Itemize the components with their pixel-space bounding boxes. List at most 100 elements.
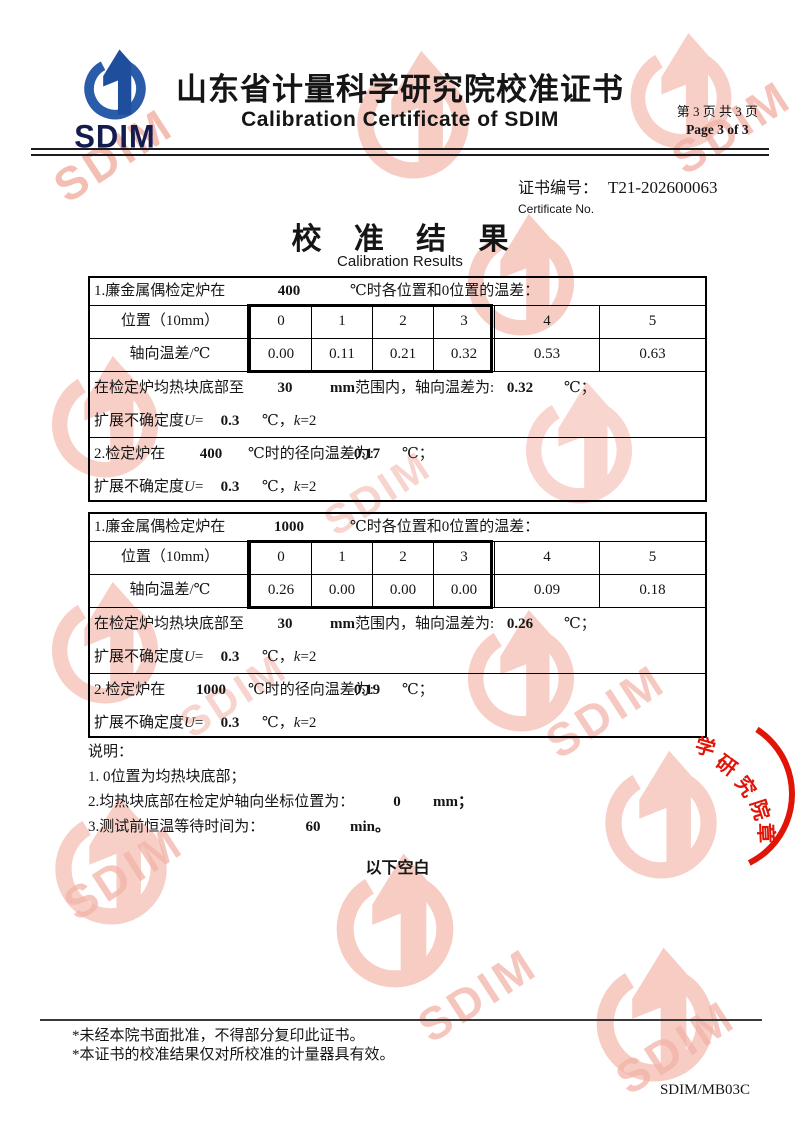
page-number-en: Page 3 of 3 [686,122,749,137]
page-number: 第 3 页 共 3 页 Page 3 of 3 [677,103,758,139]
footer-divider [40,1019,762,1021]
position-cell: 3 [433,542,494,574]
axial-value-cell: 0.00 [372,575,433,607]
uncertainty-eq: = [194,479,204,495]
range-mm-unit: mm [330,380,355,396]
note-item-2: 2.均热块底部在检定炉轴向坐标位置为： 0 mm； [88,790,707,815]
uncertainty-unit: ℃， [262,649,294,665]
coverage-factor-symbol: k [293,413,301,429]
axial-values-row: 轴向温差/℃ 0.26 0.00 0.00 0.00 0.09 0.18 [90,574,705,607]
block-intro-line: 1.廉金属偶检定炉在 400 ℃时各位置和0位置的温差： [90,278,705,305]
axial-value-cell: 0.11 [311,339,372,371]
note-item-1: 1. 0位置为均热块底部； [88,769,246,785]
seal-character: 究 [730,772,760,802]
intro-text-post: ℃时各位置和0位置的温差： [350,519,540,535]
position-cell: 1 [311,306,372,338]
radial-text-mid: ℃时的径向温差为: [248,446,374,462]
uncertainty-unit: ℃， [262,479,294,495]
axial-value-cell: 0.00 [433,575,494,607]
position-cell: 1 [311,542,372,574]
uncertainty-suffix: ℃，k=2 [262,405,316,438]
range-result: 0.26 [506,616,534,632]
radial-text-mid: ℃时的径向温差为: [248,682,374,698]
coverage-factor-value: =2 [300,649,317,665]
uncertainty-unit: ℃， [262,413,294,429]
intro-text: 1.廉金属偶检定炉在 [94,519,226,535]
position-cell: 2 [372,542,433,574]
seal-character: 研 [711,751,741,781]
position-cell: 5 [599,306,705,338]
seal-character: 院 [745,797,773,823]
coverage-factor-symbol: k [293,715,301,731]
range-unit: ℃； [564,616,596,632]
uncertainty-value: 0.3 [220,715,240,731]
radial-unit: ℃； [402,682,434,698]
logo-wordmark: SDIM [74,118,156,155]
uncertainty-text: 扩展不确定度 [94,649,185,665]
uncertainty-symbol: U [184,413,195,429]
axial-summary-area: 在检定炉均热块底部至 30 mm范围内，轴向温差为: 0.32 ℃； 扩展不确定… [90,371,705,437]
radial-line: 2.检定炉在 400 ℃时的径向温差为: 0.17 ℃； [90,438,705,471]
footer-notes: *未经本院书面批准，不得部分复印此证书。 *本证书的校准结果仅对所校准的计量器具… [72,1027,395,1065]
axial-range-line: 在检定炉均热块底部至 30 mm范围内，轴向温差为: 0.32 ℃； [90,372,705,405]
range-text-mid: mm范围内，轴向温差为: [330,608,494,641]
uncertainty-label: 扩展不确定度U= [94,641,203,674]
range-mid-text: 范围内，轴向温差为: [355,380,495,396]
note-2-value: 0 [393,794,401,810]
sdim-logo-icon [84,49,146,120]
radial-line: 2.检定炉在 1000 ℃时的径向温差为: 0.19 ℃； [90,674,705,707]
position-header-label: 位置（10mm） [120,549,220,565]
note-2-unit: mm； [433,794,473,810]
position-cell: 0 [250,542,311,574]
position-cell: 5 [599,542,705,574]
axial-value-cell: 0.00 [311,575,372,607]
radial-summary-area: 2.检定炉在 400 ℃时的径向温差为: 0.17 ℃； 扩展不确定度U= 0.… [90,437,705,503]
uncertainty-suffix: ℃，k=2 [262,471,316,504]
certificate-number-block: 证书编号： T21-202600063 Certificate No. [518,174,718,216]
certificate-number-label: 证书编号： [518,180,599,197]
radial-temp: 400 [199,446,223,462]
position-cell: 0 [250,306,311,338]
coverage-factor-value: =2 [300,715,317,731]
uncertainty-line: 扩展不确定度U= 0.3 ℃，k=2 [90,641,705,674]
section-title: 校 准 结 果 [291,223,521,256]
document-code: SDIM/MB03C [659,1082,750,1098]
uncertainty-label: 扩展不确定度U= [94,707,203,740]
intro-text: 1.廉金属偶检定炉在 [94,283,226,299]
note-item-3: 3.测试前恒温等待时间为： 60 min。 [88,815,707,840]
radial-text: 2.检定炉在 [94,682,166,698]
note-3-text: 3.测试前恒温等待时间为： [88,819,265,835]
range-mid-text: 范围内，轴向温差为: [355,616,495,632]
range-text-mid: mm范围内，轴向温差为: [330,372,494,405]
section-subtitle: Calibration Results [337,253,463,270]
uncertainty-text: 扩展不确定度 [94,413,185,429]
coverage-factor-value: =2 [300,413,317,429]
intro-temp: 1000 [274,519,304,535]
note-3-value: 60 [305,819,321,835]
axial-row-label: 轴向温差/℃ [129,346,211,362]
block-intro-line: 1.廉金属偶检定炉在 1000 ℃时各位置和0位置的温差： [90,514,705,541]
result-block-1000: 1.廉金属偶检定炉在 1000 ℃时各位置和0位置的温差： 位置（10mm） 0… [88,512,707,738]
intro-temp: 400 [277,283,301,299]
certificate-number-value: T21-202600063 [608,178,718,197]
axial-values-row: 轴向温差/℃ 0.00 0.11 0.21 0.32 0.53 0.63 [90,338,705,371]
axial-value-cell: 0.53 [494,339,599,371]
position-header-label: 位置（10mm） [120,313,220,329]
coverage-factor-value: =2 [300,479,317,495]
uncertainty-label: 扩展不确定度U= [94,405,203,438]
axial-row-label: 轴向温差/℃ [129,582,211,598]
footer-note-1: *未经本院书面批准，不得部分复印此证书。 [72,1028,365,1044]
position-header-row: 位置（10mm） 0 1 2 3 4 5 [90,305,705,338]
coverage-factor-symbol: k [293,479,301,495]
position-cell: 2 [372,306,433,338]
sdim-logo: SDIM [58,48,172,155]
position-cell: 3 [433,306,494,338]
page-number-cn: 第 3 页 共 3 页 [676,104,758,119]
blank-below-marker: 以下空白 [365,860,430,877]
axial-value-cell: 0.21 [372,339,433,371]
axial-range-line: 在检定炉均热块底部至 30 mm范围内，轴向温差为: 0.26 ℃； [90,608,705,641]
note-3-unit: min。 [350,819,391,835]
uncertainty-symbol: U [184,649,195,665]
radial-text: 2.检定炉在 [94,446,166,462]
